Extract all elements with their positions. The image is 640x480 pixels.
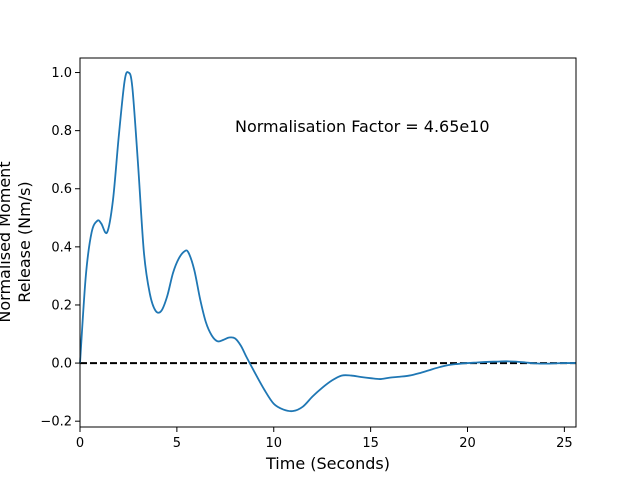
x-tick-label: 25 (556, 436, 573, 451)
y-axis-label-line1: Normalised Moment (0, 161, 14, 322)
y-axis-label-line2: Release (Nm/s) (15, 181, 34, 302)
plot-area (80, 58, 576, 427)
x-tick-label: 20 (459, 436, 476, 451)
y-tick-label: 0.4 (51, 240, 72, 255)
ticks: 0 5 10 15 20 25 −0.2 0.0 0.2 0.4 0.6 0.8 1.0 (40, 66, 572, 451)
y-tick-label: −0.2 (40, 415, 72, 430)
y-tick-label: 1.0 (51, 66, 72, 81)
y-axis-label: Normalised Moment Release (Nm/s) (0, 161, 34, 322)
plot-content (79, 71, 577, 413)
x-tick-label: 10 (265, 436, 282, 451)
axes-frame (79, 57, 577, 428)
y-tick-label: 0.2 (51, 298, 72, 313)
series-line-0 (79, 71, 577, 413)
x-tick-label: 5 (173, 436, 181, 451)
y-tick-label: 0.0 (51, 357, 72, 372)
x-tick-label: 0 (76, 436, 84, 451)
y-tick-label: 0.8 (51, 124, 72, 139)
x-axis-label: Time (Seconds) (265, 454, 390, 473)
normalisation-annotation: Normalisation Factor = 4.65e10 (235, 117, 490, 136)
x-tick-label: 15 (362, 436, 379, 451)
y-tick-label: 0.6 (51, 182, 72, 197)
